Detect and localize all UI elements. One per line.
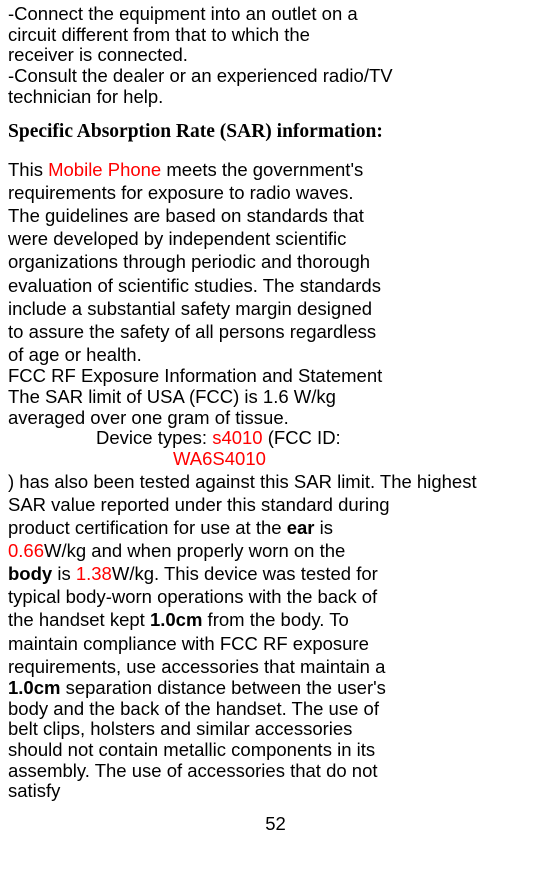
p3-line: product certification for use at the ear… xyxy=(8,516,543,539)
ear-bold: ear xyxy=(287,517,315,538)
text: is xyxy=(314,517,333,538)
p2-line: averaged over one gram of tissue. xyxy=(8,408,543,429)
model-red: s4010 xyxy=(212,427,262,448)
p3-line: 1.0cm separation distance between the us… xyxy=(8,678,543,699)
p3-line: maintain compliance with FCC RF exposure xyxy=(8,632,543,655)
p3-line: body is 1.38W/kg. This device was tested… xyxy=(8,562,543,585)
p3-line: 0.66W/kg and when properly worn on the xyxy=(8,539,543,562)
p3-line: typical body-worn operations with the ba… xyxy=(8,585,543,608)
sar-heading: Specific Absorption Rate (SAR) informati… xyxy=(8,120,543,144)
ear-sar-red: 0.66 xyxy=(8,540,44,561)
text: meets the government's xyxy=(161,159,363,180)
text: W/kg. This device was tested for xyxy=(112,563,378,584)
fccid-red: WA6S4010 xyxy=(8,449,543,470)
p3-line: SAR value reported under this standard d… xyxy=(8,493,543,516)
p1-line: requirements for exposure to radio waves… xyxy=(8,181,543,204)
p1-line: of age or health. xyxy=(8,343,543,366)
text: is xyxy=(52,563,76,584)
p1-line: include a substantial safety margin desi… xyxy=(8,297,543,320)
text: Device types: xyxy=(96,427,212,448)
intro-line: circuit different from that to which the xyxy=(8,25,543,46)
p3-line: ) has also been tested against this SAR … xyxy=(8,470,543,493)
intro-line: -Connect the equipment into an outlet on… xyxy=(8,4,543,25)
p3-line: requirements, use accessories that maint… xyxy=(8,655,543,678)
p1-line: The guidelines are based on standards th… xyxy=(8,204,543,227)
device-line: Device types: s4010 (FCC ID: xyxy=(8,428,543,449)
mobile-phone-red: Mobile Phone xyxy=(48,159,161,180)
text: W/kg and when properly worn on the xyxy=(44,540,345,561)
intro-block: -Connect the equipment into an outlet on… xyxy=(8,4,543,108)
body-bold: body xyxy=(8,563,52,584)
p1-line: to assure the safety of all persons rega… xyxy=(8,320,543,343)
p3-line: body and the back of the handset. The us… xyxy=(8,699,543,720)
intro-line: receiver is connected. xyxy=(8,45,543,66)
p3-line: satisfy xyxy=(8,781,543,802)
intro-line: -Consult the dealer or an experienced ra… xyxy=(8,66,543,87)
p3-tight: 1.0cm separation distance between the us… xyxy=(8,678,543,802)
distance2-bold: 1.0cm xyxy=(8,677,60,698)
p1-line: were developed by independent scientific xyxy=(8,227,543,250)
text: separation distance between the user's xyxy=(60,677,385,698)
p2-line: The SAR limit of USA (FCC) is 1.6 W/kg xyxy=(8,387,543,408)
text: product certification for use at the xyxy=(8,517,287,538)
p1-line: This Mobile Phone meets the government's xyxy=(8,158,543,181)
intro-line: technician for help. xyxy=(8,87,543,108)
p3-line: assembly. The use of accessories that do… xyxy=(8,761,543,782)
text: from the body. To xyxy=(202,609,348,630)
paragraph-3: ) has also been tested against this SAR … xyxy=(8,470,543,802)
page-number: 52 xyxy=(8,812,543,835)
p3-line: belt clips, holsters and similar accesso… xyxy=(8,719,543,740)
p3-line: the handset kept 1.0cm from the body. To xyxy=(8,608,543,631)
paragraph-2: FCC RF Exposure Information and Statemen… xyxy=(8,366,543,428)
text: This xyxy=(8,159,48,180)
body-sar-red: 1.38 xyxy=(76,563,112,584)
distance-bold: 1.0cm xyxy=(150,609,202,630)
p1-line: organizations through periodic and thoro… xyxy=(8,250,543,273)
device-block: Device types: s4010 (FCC ID: WA6S4010 xyxy=(8,428,543,469)
p1-line: evaluation of scientific studies. The st… xyxy=(8,274,543,297)
p3-line: should not contain metallic components i… xyxy=(8,740,543,761)
text: the handset kept xyxy=(8,609,150,630)
p2-line: FCC RF Exposure Information and Statemen… xyxy=(8,366,543,387)
paragraph-1: This Mobile Phone meets the government's… xyxy=(8,158,543,366)
text: (FCC ID: xyxy=(263,427,341,448)
